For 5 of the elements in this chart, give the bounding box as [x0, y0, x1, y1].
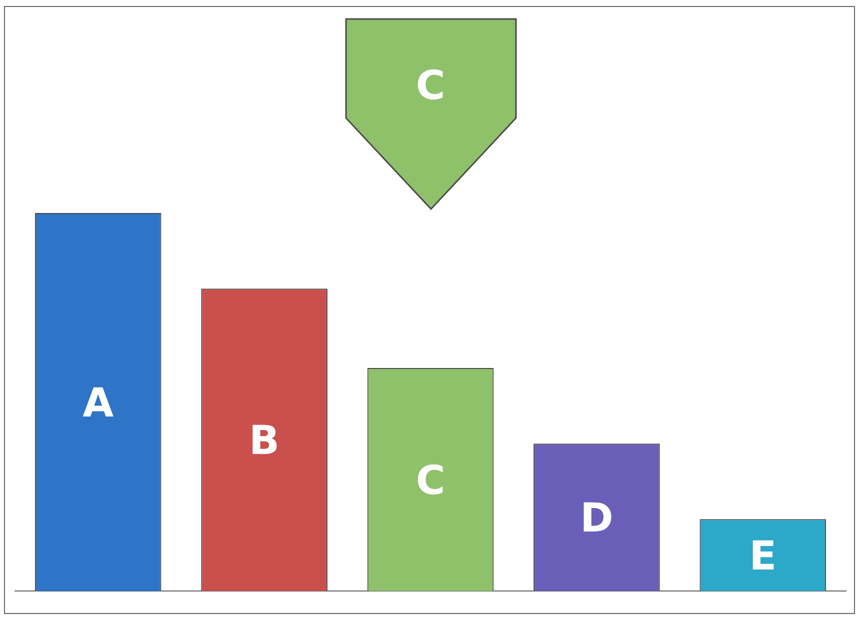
x-tick-label: E	[749, 533, 777, 580]
x-tick-label: B	[249, 418, 280, 464]
x-tick-label: A	[82, 380, 114, 426]
x-tick-label: D	[580, 496, 614, 542]
text: C	[414, 63, 446, 109]
